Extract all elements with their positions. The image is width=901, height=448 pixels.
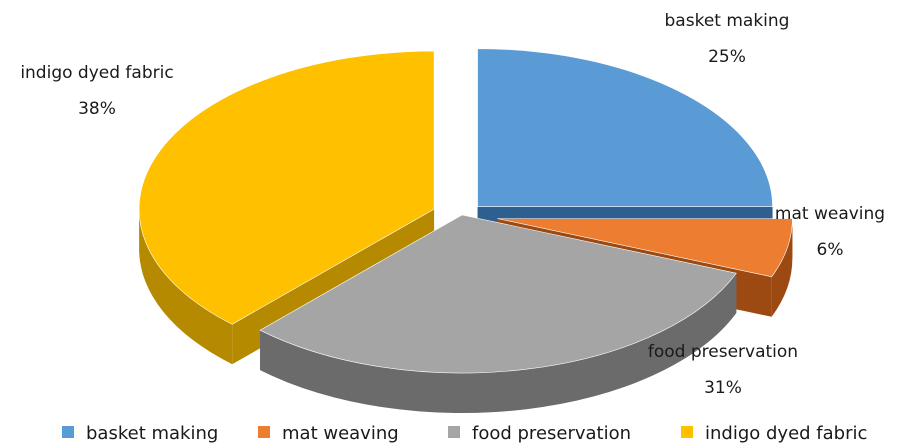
- slice-basket-making: [477, 48, 773, 207]
- legend-label-food-preservation: food preservation: [472, 423, 631, 444]
- label-mat-weaving-name: mat weaving: [775, 204, 885, 224]
- slice-indigo-dyed-fabric: [138, 50, 435, 325]
- label-food-preservation-name: food preservation: [648, 342, 798, 362]
- slice-wall-food-preservation: [260, 273, 737, 413]
- legend-swatch-food-preservation: [448, 426, 460, 438]
- slice-food-preservation: [259, 214, 737, 374]
- data-labels: basket making 25% mat weaving 6% food pr…: [20, 11, 885, 398]
- label-basket-making-name: basket making: [665, 11, 790, 31]
- label-basket-making-value: 25%: [708, 47, 746, 67]
- legend-label-mat-weaving: mat weaving: [282, 423, 399, 444]
- legend-swatch-indigo-dyed-fabric: [681, 426, 693, 438]
- slice-wall-indigo-dyed-fabric: [139, 209, 233, 365]
- label-food-preservation-value: 31%: [704, 378, 742, 398]
- legend: basket making mat weaving food preservat…: [62, 423, 867, 444]
- pie-slices: [138, 48, 793, 413]
- label-indigo-dyed-fabric-name: indigo dyed fabric: [20, 63, 173, 83]
- legend-label-indigo-dyed-fabric: indigo dyed fabric: [705, 423, 867, 444]
- label-indigo-dyed-fabric-value: 38%: [78, 99, 116, 119]
- legend-swatch-basket-making: [62, 426, 74, 438]
- slice-mat-weaving: [497, 218, 793, 278]
- label-mat-weaving-value: 6%: [817, 240, 844, 260]
- legend-label-basket-making: basket making: [86, 423, 218, 444]
- legend-swatch-mat-weaving: [258, 426, 270, 438]
- slice-wall-mat-weaving: [771, 218, 793, 317]
